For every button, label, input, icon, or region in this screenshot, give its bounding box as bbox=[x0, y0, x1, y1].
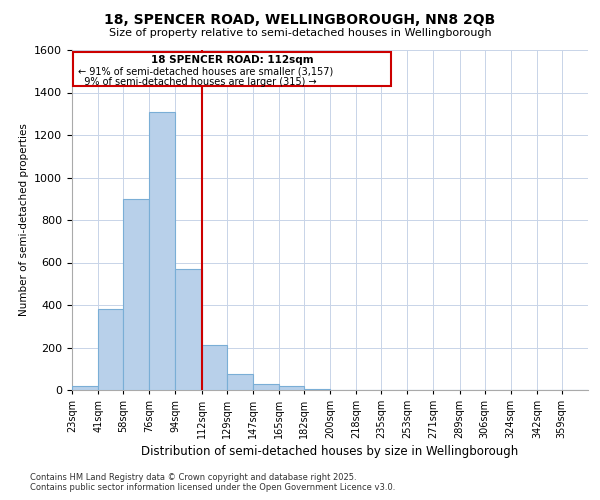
Text: 9% of semi-detached houses are larger (315) →: 9% of semi-detached houses are larger (3… bbox=[78, 76, 316, 86]
Bar bbox=[227, 374, 253, 390]
Bar bbox=[98, 309, 123, 390]
Text: Size of property relative to semi-detached houses in Wellingborough: Size of property relative to semi-detach… bbox=[109, 28, 491, 38]
Bar bbox=[149, 112, 175, 390]
X-axis label: Distribution of semi-detached houses by size in Wellingborough: Distribution of semi-detached houses by … bbox=[142, 446, 518, 458]
Text: ← 91% of semi-detached houses are smaller (3,157): ← 91% of semi-detached houses are smalle… bbox=[78, 67, 333, 77]
Bar bbox=[123, 198, 149, 390]
Text: 18 SPENCER ROAD: 112sqm: 18 SPENCER ROAD: 112sqm bbox=[151, 54, 314, 64]
Bar bbox=[253, 384, 279, 390]
Bar bbox=[279, 386, 304, 390]
FancyBboxPatch shape bbox=[73, 52, 391, 86]
Bar bbox=[175, 269, 202, 390]
Bar bbox=[304, 389, 330, 390]
Text: Contains HM Land Registry data © Crown copyright and database right 2025.
Contai: Contains HM Land Registry data © Crown c… bbox=[30, 473, 395, 492]
Y-axis label: Number of semi-detached properties: Number of semi-detached properties bbox=[19, 124, 29, 316]
Bar bbox=[202, 346, 227, 390]
Text: 18, SPENCER ROAD, WELLINGBOROUGH, NN8 2QB: 18, SPENCER ROAD, WELLINGBOROUGH, NN8 2Q… bbox=[104, 12, 496, 26]
Bar bbox=[72, 386, 98, 390]
